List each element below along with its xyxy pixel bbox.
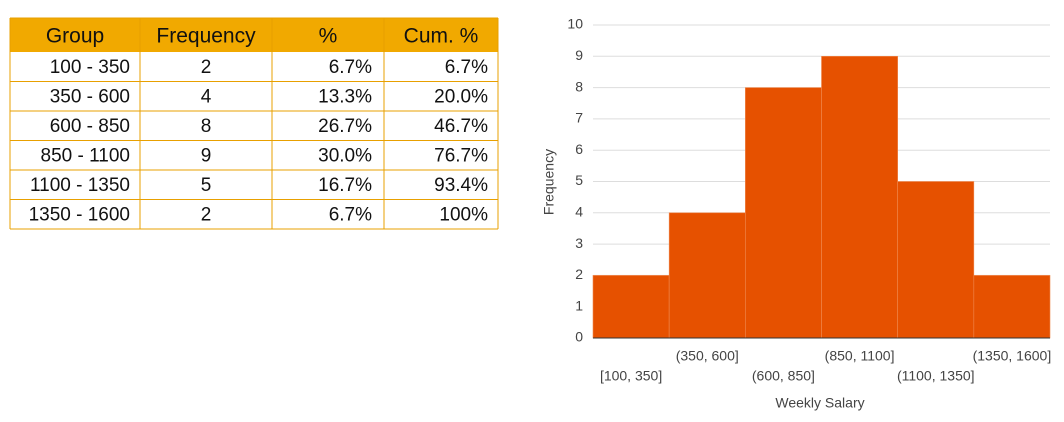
y-tick-label: 5 [575, 172, 583, 188]
table-cell: 6.7% [329, 57, 372, 78]
x-tick-label: (850, 1100] [825, 348, 895, 364]
bar [973, 275, 1051, 339]
table-cell: 600 - 850 [50, 116, 130, 137]
table-header-bg [10, 18, 498, 52]
x-axis-title: Weekly Salary [775, 395, 864, 411]
bar [745, 87, 822, 339]
x-tick-label: (1350, 1600] [973, 348, 1052, 364]
table-cell: 850 - 1100 [41, 145, 130, 166]
y-tick-label: 7 [575, 110, 583, 126]
y-tick-label: 1 [575, 297, 583, 313]
table-cell: 20.0% [434, 86, 488, 107]
y-tick-label: 6 [575, 141, 583, 157]
y-tick-label: 3 [575, 235, 583, 251]
table-cell: 13.3% [318, 86, 372, 107]
table-cell: 9 [201, 145, 212, 166]
y-tick-label: 10 [567, 16, 583, 32]
table-cell: 16.7% [318, 175, 372, 196]
table-cell: 30.0% [318, 145, 372, 166]
table-cell: 8 [201, 116, 212, 137]
table-cell: 6.7% [329, 204, 372, 225]
header-cell: Cum. % [404, 25, 479, 48]
bar [592, 275, 670, 339]
table-cell: 2 [201, 57, 212, 78]
x-tick-label: (600, 850] [752, 368, 815, 384]
y-tick-label: 0 [575, 329, 583, 345]
frequency-table: Group Frequency% Cum. %100 - 350 2 6.7% 6.7%3… [9, 17, 499, 230]
table-cell: 26.7% [318, 116, 372, 137]
bar [897, 181, 975, 339]
table-cell: 46.7% [434, 116, 488, 137]
table-cell: 93.4% [434, 175, 488, 196]
x-tick-label: [100, 350] [600, 368, 662, 384]
table-cell: 6.7% [445, 57, 488, 78]
table-cell: 76.7% [434, 145, 488, 166]
table-cell: 100% [439, 204, 488, 225]
table-cell: 350 - 600 [50, 86, 130, 107]
header-cell: % [319, 25, 338, 48]
x-tick-label: (350, 600] [676, 348, 739, 364]
table-cell: 2 [201, 204, 212, 225]
table-cell: 5 [201, 175, 212, 196]
table-cell: 100 - 350 [50, 57, 130, 78]
y-tick-label: 4 [575, 204, 583, 220]
y-tick-label: 2 [575, 266, 583, 282]
y-axis-title: Frequency [541, 149, 557, 215]
table-cell: 4 [201, 86, 212, 107]
chart: Weekly Salary Frequency 0 1 2 3 4 5 6 7 8 9 10 [100… [541, 16, 1052, 411]
table-cell: 1100 - 1350 [30, 175, 130, 196]
y-tick-label: 9 [575, 47, 583, 63]
table-cell: 1350 - 1600 [29, 204, 130, 225]
bar [668, 212, 746, 339]
x-tick-label: (1100, 1350] [897, 368, 975, 384]
y-tick-label: 8 [575, 78, 583, 94]
bar [821, 55, 898, 339]
header-cell: Frequency [156, 25, 256, 48]
header-cell: Group [46, 25, 104, 48]
